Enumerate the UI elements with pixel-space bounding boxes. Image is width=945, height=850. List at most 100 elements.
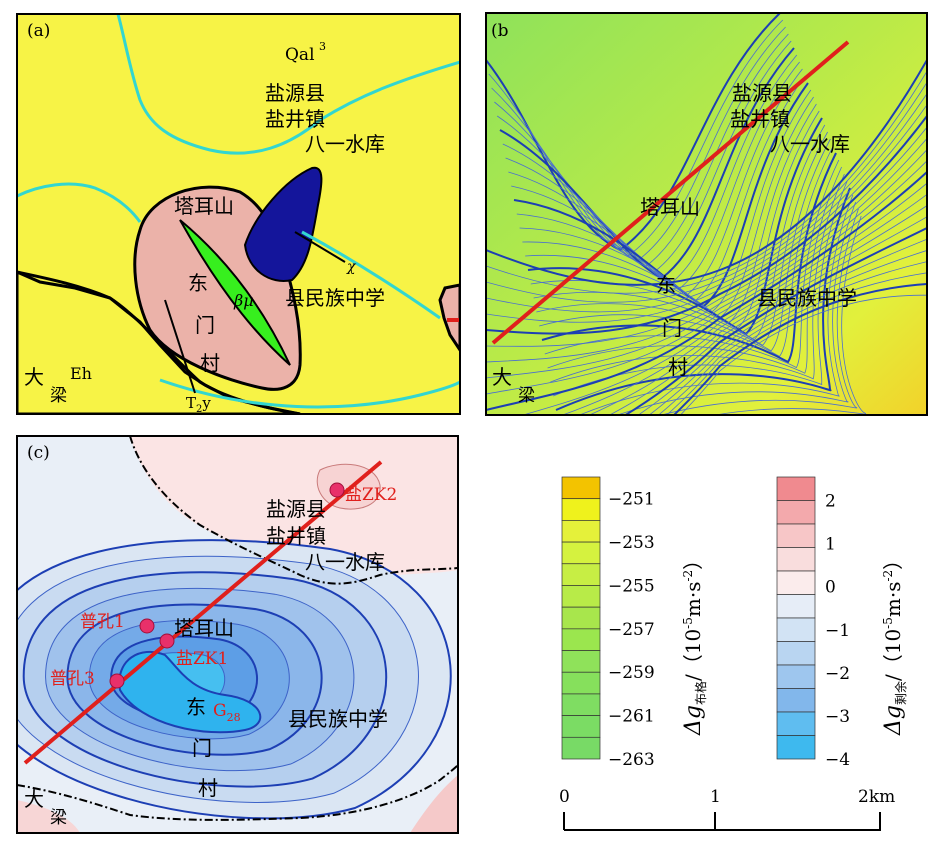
- label-da-b: 大: [492, 365, 512, 389]
- river-west: [17, 182, 142, 223]
- legend-bouguer: −251 −253 −255 −257 −259 −261 −263: [561, 476, 655, 770]
- legend-swatch: [561, 715, 601, 738]
- bouguer-contour-line: [521, 182, 927, 415]
- label-men-b: 门: [662, 316, 682, 340]
- profile-line-c: [23, 460, 383, 765]
- legend-swatch: [561, 520, 601, 543]
- label-taer-mountain-b: 塔耳山: [640, 195, 700, 219]
- bouguer-contour-line: [578, 194, 854, 415]
- label-school-b: 县民族中学: [757, 286, 857, 310]
- residual-minimum-core: [118, 650, 262, 734]
- bouguer-contour-line: [660, 208, 859, 415]
- bouguer-contour-line: [608, 216, 927, 415]
- legend-tick-label: −1: [825, 621, 850, 641]
- legend-swatch: [776, 664, 816, 689]
- label-school: 县民族中学: [285, 286, 385, 310]
- label-liang-b: 梁: [518, 386, 535, 406]
- label-school-c: 县民族中学: [288, 707, 388, 731]
- label-dong-b: 东: [656, 273, 676, 297]
- legend-tick-label: −3: [825, 707, 850, 727]
- label-chi: χ: [346, 259, 357, 275]
- bouguer-contour-line: [533, 131, 828, 346]
- well-pk3-marker: [109, 673, 125, 689]
- label-taer-mountain: 塔耳山: [174, 194, 234, 218]
- legend-bouguer-title: Δg布格/（10-5m·s-2）: [681, 550, 708, 736]
- legend-swatch: [776, 711, 816, 736]
- panel-c-residual-map: [17, 436, 458, 833]
- well-zk1-marker: [159, 633, 175, 649]
- label-men: 门: [195, 313, 215, 337]
- legend-swatch: [776, 617, 816, 642]
- legend-residual: 2 1 0 −1 −2 −3 −4: [776, 476, 850, 770]
- label-t2y: T2y: [186, 394, 211, 415]
- legend-swatch: [561, 498, 601, 521]
- panel-a-tag: (a): [27, 21, 50, 41]
- label-cun-b: 村: [668, 355, 688, 379]
- well-zk2-marker: [329, 482, 345, 498]
- legend-tick-label: −263: [608, 750, 655, 770]
- legend-swatch: [776, 570, 816, 595]
- legend-tick-label: −257: [608, 620, 655, 640]
- river-south: [159, 378, 460, 409]
- bouguer-contour-line: [486, 115, 927, 335]
- label-eh: Eh: [70, 364, 92, 383]
- label-qal-sup: 3: [319, 40, 326, 53]
- legend-swatch: [561, 476, 601, 500]
- bouguer-contour-line: [486, 59, 927, 286]
- positive-anomaly-ne: [130, 436, 458, 586]
- bouguer-contour-line: [623, 227, 927, 415]
- bouguer-contour-line: [486, 82, 927, 303]
- profile-line-b: [491, 40, 850, 345]
- river-north: [116, 14, 460, 155]
- label-bayi-reservoir: 八一水库: [305, 132, 385, 156]
- bouguer-contour-line: [657, 261, 927, 415]
- legend-tick-label: 1: [825, 535, 836, 555]
- residual-contours: [17, 539, 452, 820]
- bouguer-contour-line: [539, 145, 834, 357]
- label-qal: Qal: [285, 45, 315, 65]
- bouguer-contour-line: [588, 205, 927, 415]
- well-pk1-marker: [139, 618, 155, 634]
- label-beta-mu: βμ: [233, 291, 254, 310]
- label-yanjing-town-c: 盐井镇: [266, 524, 326, 548]
- legend-swatch: [776, 500, 816, 525]
- label-well-zk2: 盐ZK2: [345, 485, 397, 505]
- legend-swatch: [561, 606, 601, 630]
- label-yanyuan-county: 盐源县: [265, 81, 325, 105]
- legend-swatch: [561, 671, 601, 695]
- label-cun-c: 村: [198, 776, 218, 800]
- label-cun: 村: [200, 351, 220, 375]
- bouguer-contour-line: [680, 294, 927, 415]
- legend-swatch: [561, 693, 601, 716]
- legend-swatch: [561, 628, 601, 651]
- bouguer-contour-line: [544, 159, 840, 369]
- panel-c-labels: (c) 盐源县 盐井镇 八一水库 塔耳山 东 门 村 县民族中学 大 梁 盐ZK…: [24, 443, 397, 828]
- panel-a-geology-map: [17, 14, 460, 414]
- diorite-body: [243, 166, 323, 282]
- scale-tick-0: 0: [559, 787, 570, 807]
- zero-contour-s: [17, 764, 458, 821]
- bouguer-contour-line: [666, 272, 927, 415]
- legend-swatch: [776, 523, 816, 548]
- panel-b-tag: (b: [491, 21, 509, 41]
- legend-residual-title: Δg剩余/（10-5m·s-2）: [881, 550, 908, 736]
- bouguer-contour-line: [486, 104, 927, 323]
- legend-swatch: [776, 476, 816, 501]
- label-well-pk1: 普孔1: [80, 612, 125, 632]
- legend-tick-label: 0: [825, 578, 836, 598]
- legend-tick-label: −253: [608, 533, 655, 553]
- bouguer-contour-line: [486, 126, 927, 347]
- bouguer-contour-line: [530, 124, 826, 341]
- label-men-c: 门: [192, 736, 212, 760]
- legend-swatch: [776, 594, 816, 619]
- label-yanyuan-county-c: 盐源县: [266, 497, 326, 521]
- label-well-zk1: 盐ZK1: [176, 649, 228, 669]
- bouguer-contour-line: [550, 173, 845, 383]
- legend-tick-label: −251: [608, 490, 655, 510]
- legend-tick-label: −4: [825, 750, 850, 770]
- scale-bar: 0 1 2km: [559, 787, 895, 831]
- bouguer-contour-line: [637, 238, 927, 415]
- label-liang-c: 梁: [50, 808, 67, 828]
- bouguer-contour-line: [486, 160, 927, 395]
